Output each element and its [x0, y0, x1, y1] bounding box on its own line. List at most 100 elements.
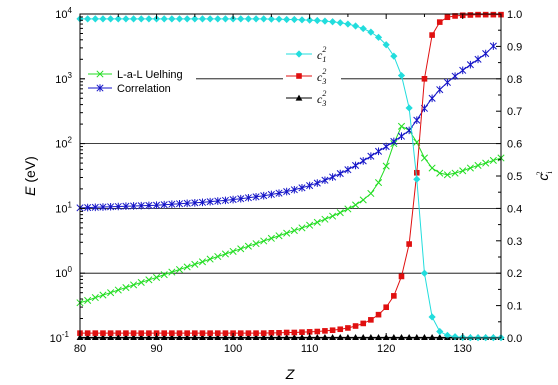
data-point-3-18 [214, 330, 221, 336]
data-point-3-43 [406, 241, 412, 247]
y-left-tick-base-3: 10 [55, 139, 67, 151]
data-point-2-31 [313, 16, 321, 25]
data-point-0-33 [329, 212, 337, 220]
data-point-0-18 [214, 252, 222, 261]
data-point-0-11 [160, 271, 168, 279]
data-point-3-14 [184, 330, 190, 336]
data-point-0-4 [107, 289, 115, 297]
data-point-3-31 [314, 328, 321, 335]
data-point-2-18 [214, 15, 222, 23]
y-left-tick-exp-5: 4 [68, 6, 73, 15]
data-point-0-7 [130, 281, 138, 289]
data-point-1-38 [367, 152, 375, 160]
y-axis-right-sub: i [545, 171, 554, 174]
data-point-3-30 [306, 329, 313, 335]
data-point-2-23 [252, 15, 260, 23]
data-point-2-28 [290, 15, 298, 24]
data-point-0-6 [122, 284, 130, 292]
data-point-2-15 [191, 15, 199, 23]
data-point-0-51 [466, 164, 474, 172]
x-tick-label-3: 110 [301, 343, 319, 355]
data-point-2-9 [145, 15, 153, 23]
data-point-2-11 [160, 15, 168, 23]
data-point-2-27 [283, 15, 291, 24]
y-right-tick-label-0: 0.0 [507, 333, 522, 345]
data-point-3-1 [84, 330, 91, 336]
y-right-tick-label-4: 0.4 [507, 203, 522, 215]
y-left-tick-base-5: 10 [55, 9, 67, 21]
data-point-3-26 [276, 330, 282, 336]
data-point-3-3 [100, 330, 106, 336]
data-point-0-49 [451, 169, 459, 177]
data-point-3-35 [345, 325, 351, 331]
data-point-2-25 [267, 15, 275, 23]
data-point-0-5 [114, 286, 122, 294]
data-point-2-30 [306, 16, 314, 24]
data-point-1-49 [451, 72, 459, 80]
data-point-0-40 [382, 162, 390, 170]
data-point-0-37 [359, 196, 367, 204]
data-point-2-2 [91, 15, 99, 23]
data-point-2-8 [137, 15, 145, 23]
y-left-tick-base-0: 10 [50, 333, 62, 345]
data-point-3-32 [322, 328, 328, 334]
legend-2-base-2: c [317, 92, 323, 106]
legend-2-sup-2: 2 [322, 89, 326, 98]
data-point-1-9 [145, 201, 153, 210]
data-point-0-16 [198, 258, 207, 266]
legend-2-sup-0: 2 [322, 45, 326, 54]
data-point-0-12 [168, 268, 176, 276]
y-left-tick-base-1: 10 [55, 268, 67, 280]
y-left-tick-label-3: 102 [55, 136, 72, 151]
data-point-1-21 [237, 194, 245, 203]
data-point-0-10 [152, 273, 161, 281]
data-point-2-37 [359, 24, 367, 33]
data-point-0-38 [367, 189, 375, 198]
data-point-3-13 [176, 330, 183, 336]
data-point-1-36 [352, 161, 360, 170]
data-point-0-15 [191, 260, 199, 268]
data-point-0-47 [436, 169, 444, 177]
data-point-1-8 [137, 201, 145, 210]
data-point-0-9 [145, 276, 153, 284]
data-point-3-42 [398, 273, 405, 280]
data-point-1-26 [275, 189, 283, 197]
data-point-1-4 [107, 202, 115, 211]
data-point-1-12 [168, 200, 176, 209]
data-point-2-42 [397, 71, 406, 80]
data-point-0-42 [397, 122, 406, 130]
data-point-3-46 [429, 32, 435, 38]
data-point-2-1 [84, 15, 92, 23]
data-point-0-29 [298, 224, 306, 232]
data-point-0-36 [352, 201, 360, 209]
data-point-3-24 [260, 330, 267, 336]
data-point-2-14 [183, 15, 191, 23]
data-point-2-16 [198, 15, 207, 23]
x-tick-label-1: 90 [150, 343, 162, 355]
legend-2-sub-2: 3 [321, 99, 326, 108]
y-right-tick-label-10: 1.0 [507, 9, 522, 21]
data-point-1-44 [413, 116, 421, 124]
y-left-tick-exp-4: 3 [68, 71, 73, 80]
data-point-2-34 [336, 19, 344, 27]
data-point-0-2 [91, 294, 99, 302]
data-point-3-33 [329, 327, 336, 334]
legend-2-marker-1 [296, 73, 302, 79]
data-point-1-27 [283, 187, 291, 196]
data-point-3-11 [161, 330, 167, 336]
data-point-1-48 [443, 78, 451, 87]
legend-2-sup-1: 2 [322, 67, 326, 76]
data-point-3-4 [107, 330, 114, 336]
data-point-2-38 [367, 28, 375, 36]
y-left-tick-label-2: 101 [55, 200, 72, 215]
data-point-0-25 [267, 234, 275, 242]
data-point-3-17 [207, 330, 213, 336]
data-point-1-50 [459, 66, 467, 75]
data-point-2-26 [275, 15, 283, 23]
data-point-3-5 [115, 330, 122, 336]
data-point-2-47 [436, 327, 444, 336]
y-left-tick-label-0: 10-1 [50, 330, 70, 345]
data-point-0-39 [374, 179, 383, 187]
